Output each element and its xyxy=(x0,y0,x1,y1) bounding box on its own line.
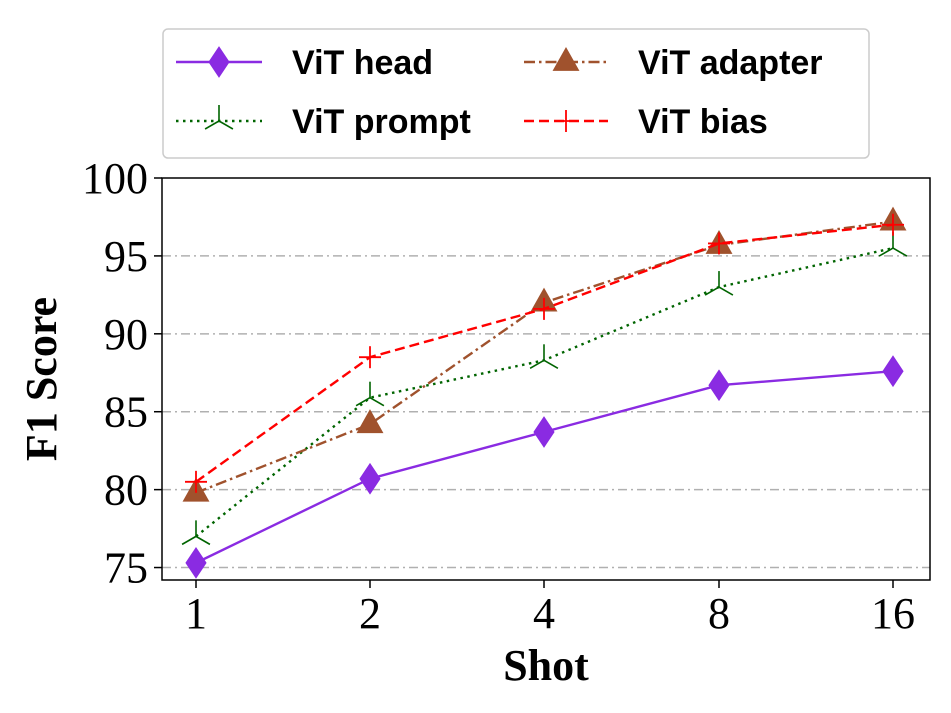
y-tick-label-85: 85 xyxy=(104,388,148,437)
y-tick-label-80: 80 xyxy=(104,466,148,515)
legend-marker-vit-prompt-left xyxy=(204,120,220,130)
point-vit-head-16 xyxy=(882,355,904,388)
x-axis-label: Shot xyxy=(503,641,589,690)
legend-entries: ViT head ViT adapter ViT prompt ViT bias xyxy=(176,44,823,141)
x-tick-label-8: 8 xyxy=(708,589,730,638)
y-tick-label-100: 100 xyxy=(82,154,148,203)
point-vit-prompt-2 xyxy=(355,381,385,407)
point-vit-head-2 xyxy=(359,462,381,495)
series-line-vit-head xyxy=(195,370,894,564)
point-vit-prompt-1 xyxy=(181,520,211,546)
x-axis-ticks: 1 2 4 8 16 xyxy=(185,580,915,638)
y-tick-label-75: 75 xyxy=(104,544,148,593)
legend-marker-vit-adapter xyxy=(552,46,580,71)
y-axis-label: F1 Score xyxy=(17,297,66,461)
y-tick-label-90: 90 xyxy=(104,310,148,359)
x-tick-label-4: 4 xyxy=(533,589,555,638)
point-vit-bias-4 xyxy=(533,297,555,320)
legend-marker-vit-prompt-right xyxy=(218,120,234,130)
point-vit-prompt-16-left xyxy=(878,247,894,257)
legend-label-vit-adapter: ViT adapter xyxy=(638,44,823,82)
point-vit-adapter-2 xyxy=(356,409,384,434)
legend: ViT head ViT adapter ViT prompt ViT bias xyxy=(162,28,870,159)
point-vit-bias-1 xyxy=(185,470,207,493)
plot-frame xyxy=(161,177,931,581)
legend-label-vit-bias: ViT bias xyxy=(638,103,768,141)
legend-label-vit-prompt: ViT prompt xyxy=(292,103,471,141)
point-vit-prompt-4 xyxy=(529,344,559,369)
y-axis-ticks: 75 80 85 90 95 100 xyxy=(82,154,162,593)
point-vit-prompt-1-left xyxy=(181,535,197,546)
point-vit-head-1 xyxy=(185,546,207,579)
legend-label-vit-head: ViT head xyxy=(292,44,433,82)
point-vit-head-8 xyxy=(708,369,730,402)
series-lines xyxy=(181,206,908,579)
point-vit-prompt-8-right xyxy=(718,286,734,296)
legend-entry-vit-adapter: ViT adapter xyxy=(524,44,823,82)
legend-marker-vit-head xyxy=(208,46,230,78)
point-vit-prompt-4-right xyxy=(543,359,559,369)
series-line-vit-adapter xyxy=(195,220,894,494)
point-vit-bias-2 xyxy=(359,346,381,369)
point-vit-prompt-2-right xyxy=(369,397,385,407)
x-tick-label-16: 16 xyxy=(871,589,915,638)
point-vit-prompt-1-right xyxy=(195,535,211,546)
point-vit-bias-16 xyxy=(882,213,904,236)
x-tick-label-1: 1 xyxy=(185,589,207,638)
series-vit-bias xyxy=(185,213,904,493)
point-vit-prompt-4-left xyxy=(529,359,545,369)
series-vit-head xyxy=(185,355,904,579)
point-vit-prompt-8-left xyxy=(704,286,720,296)
legend-box xyxy=(162,28,870,159)
gridlines xyxy=(162,255,930,569)
point-vit-bias-8 xyxy=(708,232,730,255)
x-tick-label-2: 2 xyxy=(359,589,381,638)
point-vit-prompt-16-right xyxy=(892,247,908,257)
point-vit-prompt-8 xyxy=(704,271,734,296)
y-tick-label-95: 95 xyxy=(104,232,148,281)
point-vit-prompt-2-left xyxy=(355,397,371,407)
series-vit-prompt xyxy=(181,232,908,546)
legend-entry-vit-prompt: ViT prompt xyxy=(176,103,471,141)
legend-marker-vit-bias xyxy=(555,110,577,132)
legend-entry-vit-bias: ViT bias xyxy=(524,103,768,141)
legend-entry-vit-head: ViT head xyxy=(176,44,433,82)
point-vit-head-4 xyxy=(533,416,555,448)
legend-marker-vit-prompt xyxy=(204,105,234,130)
